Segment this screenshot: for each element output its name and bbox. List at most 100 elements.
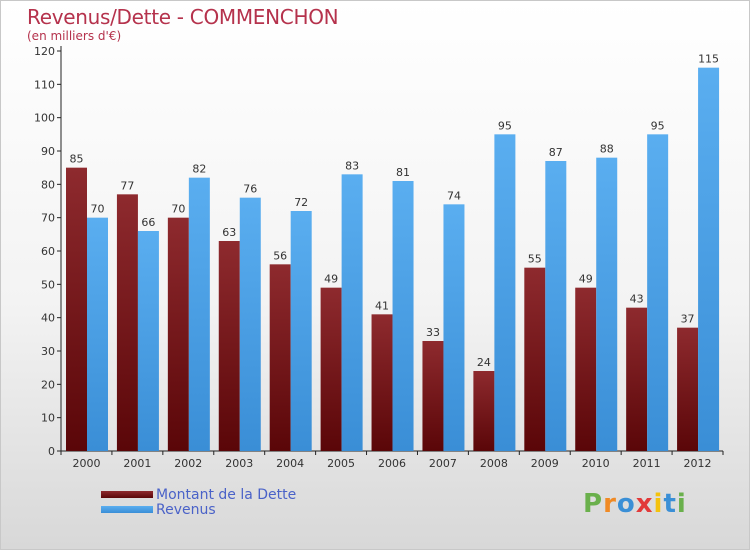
axes: 0 10 20 30 40 50 60 70 80 90 100 110 120 2000 2001 2002…	[34, 45, 724, 470]
data-label-revenus-2009: 87	[549, 146, 563, 159]
bar-dette-2012	[677, 327, 699, 451]
legend-label-dette: Montant de la Dette	[156, 486, 297, 503]
logo-letter: r	[603, 489, 617, 519]
legend: Montant de la Dette Revenus	[101, 486, 297, 518]
bar-revenus-2003	[239, 197, 261, 451]
data-label-revenus-2006: 81	[396, 166, 410, 179]
x-tick-label: 2011	[633, 457, 661, 470]
bar-revenus-2010	[596, 157, 618, 451]
bar-revenus-2009	[545, 161, 567, 451]
x-tick-label: 2004	[276, 457, 304, 470]
bar-revenus-2007	[443, 204, 465, 451]
chart-subtitle: (en milliers d'€)	[27, 29, 122, 43]
data-label-dette-2008: 24	[477, 356, 491, 369]
data-label-revenus-2007: 74	[447, 189, 461, 202]
x-tick-label: 2007	[429, 457, 457, 470]
bar-revenus-2012	[698, 67, 720, 452]
data-label-dette-2012: 37	[681, 313, 695, 326]
logo-letter: x	[635, 489, 654, 519]
x-tick-label: 2008	[480, 457, 508, 470]
bar-dette-2008	[473, 371, 495, 451]
bar-dette-2010	[575, 287, 597, 451]
bar-dette-2009	[524, 267, 546, 451]
data-label-dette-2009: 55	[528, 253, 542, 266]
data-label-revenus-2012: 115	[698, 53, 719, 66]
legend-swatch-revenus	[101, 506, 153, 513]
data-label-dette-2007: 33	[426, 326, 440, 339]
logo-letter: i	[653, 489, 664, 519]
data-label-revenus-2002: 82	[192, 163, 206, 176]
logo-letter: i	[676, 489, 687, 519]
data-label-dette-2003: 63	[222, 226, 236, 239]
bar-dette-2003	[218, 241, 240, 451]
data-label-revenus-2008: 95	[498, 119, 512, 132]
data-label-revenus-2001: 66	[141, 216, 155, 229]
data-label-revenus-2011: 95	[651, 119, 665, 132]
bar-dette-2005	[320, 287, 342, 451]
bar-revenus-2008	[494, 134, 516, 452]
y-tick-label: 80	[41, 178, 55, 191]
data-label-revenus-2005: 83	[345, 159, 359, 172]
bar-dette-2006	[371, 314, 393, 451]
data-label-revenus-2010: 88	[600, 143, 614, 156]
data-label-dette-2001: 77	[120, 179, 134, 192]
data-label-dette-2006: 41	[375, 299, 389, 312]
legend-item-revenus: Revenus	[101, 501, 296, 518]
y-tick-label: 0	[48, 445, 55, 458]
x-tick-label: 2005	[327, 457, 355, 470]
bars	[66, 67, 720, 452]
proxiti-logo: Proxiti	[583, 489, 687, 519]
data-label-dette-2010: 49	[579, 273, 593, 286]
legend-swatch-dette	[101, 491, 153, 498]
bar-dette-2004	[269, 264, 291, 451]
x-tick-label: 2000	[72, 457, 100, 470]
y-tick-label: 10	[41, 412, 55, 425]
legend-item-dette: Montant de la Dette	[101, 486, 297, 503]
data-label-dette-2004: 56	[273, 249, 287, 262]
logo-letter: P	[583, 489, 604, 519]
x-tick-label: 2003	[225, 457, 253, 470]
bar-revenus-2002	[188, 177, 210, 451]
y-tick-label: 110	[34, 78, 55, 91]
y-tick-label: 30	[41, 345, 55, 358]
y-tick-label: 40	[41, 312, 55, 325]
data-label-revenus-2000: 70	[91, 203, 105, 216]
data-label-revenus-2003: 76	[243, 183, 257, 196]
data-label-dette-2005: 49	[324, 273, 338, 286]
bar-revenus-2001	[137, 231, 159, 451]
y-tick-label: 90	[41, 145, 55, 158]
y-tick-label: 60	[41, 245, 55, 258]
bar-dette-2002	[167, 217, 189, 451]
x-tick-label: 2006	[378, 457, 406, 470]
bar-revenus-2006	[392, 181, 414, 451]
bar-dette-2000	[66, 167, 87, 451]
data-label-revenus-2004: 72	[294, 196, 308, 209]
data-label-dette-2002: 70	[171, 203, 185, 216]
y-tick-label: 120	[34, 45, 55, 58]
data-label-dette-2011: 43	[630, 293, 644, 306]
x-tick-label: 2012	[684, 457, 712, 470]
data-label-dette-2000: 85	[70, 153, 84, 166]
bar-revenus-2000	[87, 217, 108, 451]
bar-revenus-2011	[647, 134, 669, 452]
logo-letter: t	[663, 489, 677, 519]
bar-revenus-2005	[341, 174, 363, 452]
y-tick-label: 70	[41, 212, 55, 225]
x-tick-label: 2001	[123, 457, 151, 470]
bar-dette-2001	[116, 194, 138, 452]
data-labels: 85 70 77 66 70 82 63 76 56 72 49 83 41 81 33 74 24 95 55 87…	[70, 53, 720, 369]
chart-title: Revenus/Dette - COMMENCHON	[27, 5, 339, 29]
x-tick-label: 2009	[531, 457, 559, 470]
logo-letter: o	[616, 489, 636, 519]
x-tick-label: 2002	[174, 457, 202, 470]
bar-dette-2011	[626, 307, 648, 451]
y-tick-label: 100	[34, 112, 55, 125]
bar-dette-2007	[422, 341, 444, 451]
x-tick-label: 2010	[582, 457, 610, 470]
y-tick-label: 50	[41, 278, 55, 291]
bar-revenus-2004	[290, 211, 312, 451]
legend-label-revenus: Revenus	[156, 501, 216, 518]
y-tick-label: 20	[41, 378, 55, 391]
